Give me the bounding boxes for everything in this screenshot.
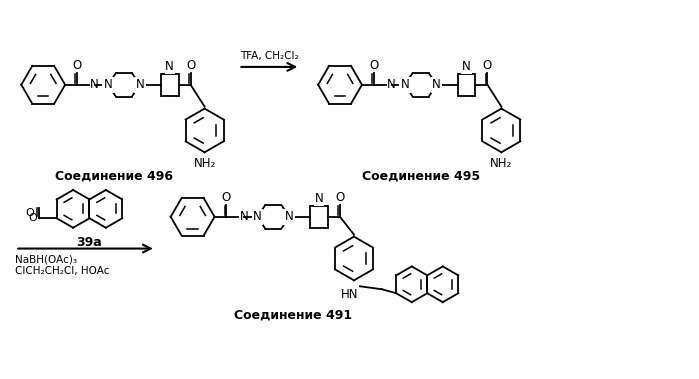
Text: N: N [315, 192, 324, 205]
Text: N: N [462, 60, 471, 73]
Text: TFA, CH₂Cl₂: TFA, CH₂Cl₂ [240, 51, 298, 61]
Text: Соединение 496: Соединение 496 [55, 169, 173, 182]
Text: NH₂: NH₂ [490, 157, 512, 170]
Text: Соединение 495: Соединение 495 [361, 169, 480, 182]
Text: N: N [253, 210, 261, 223]
Text: O: O [483, 59, 492, 72]
Text: O: O [336, 191, 345, 204]
Text: NaBH(OAc)₃: NaBH(OAc)₃ [15, 255, 78, 265]
Text: N: N [103, 78, 113, 91]
Text: N: N [240, 210, 248, 223]
Text: ClCH₂CH₂Cl, HOAc: ClCH₂CH₂Cl, HOAc [15, 266, 110, 276]
Text: O: O [186, 59, 195, 72]
Text: O: O [222, 191, 231, 204]
Text: O: O [369, 59, 379, 72]
Text: N: N [136, 78, 144, 91]
Text: N: N [90, 78, 99, 91]
Text: O: O [25, 208, 34, 218]
Text: NH₂: NH₂ [194, 157, 216, 170]
Text: Соединение 491: Соединение 491 [234, 308, 352, 321]
Text: HN: HN [341, 288, 359, 301]
Text: N: N [166, 60, 174, 73]
Text: 39a: 39a [77, 236, 102, 249]
Text: N: N [285, 210, 294, 223]
Text: O: O [73, 59, 82, 72]
Text: N: N [401, 78, 409, 91]
Text: N: N [387, 78, 396, 91]
Text: O: O [28, 213, 37, 223]
Text: N: N [432, 78, 441, 91]
